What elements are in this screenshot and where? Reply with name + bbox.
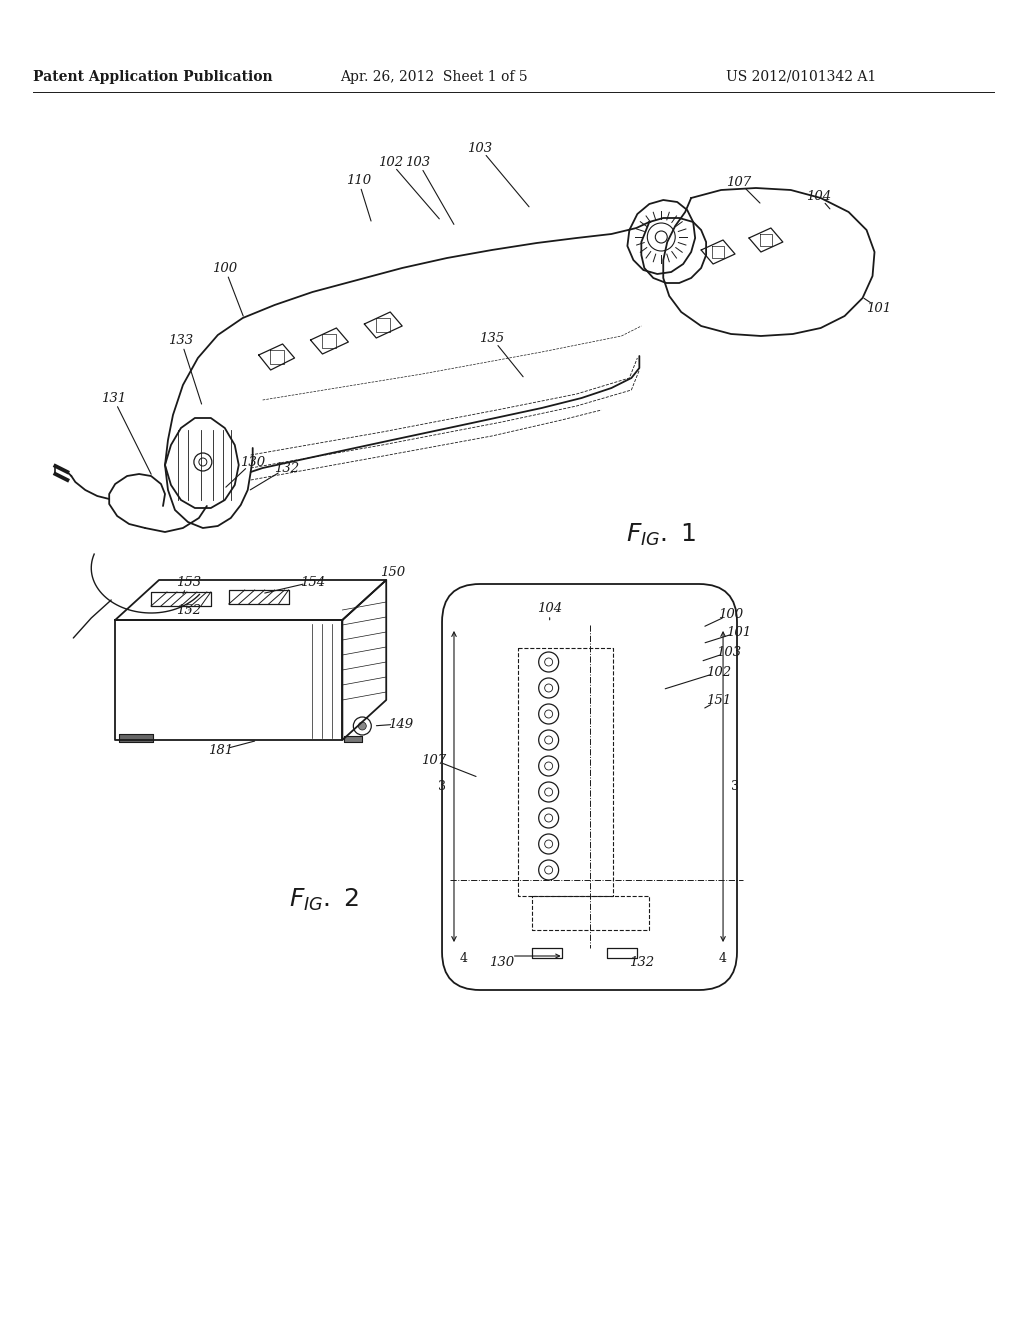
Text: 150: 150 (380, 565, 404, 578)
Text: US 2012/0101342 A1: US 2012/0101342 A1 (726, 70, 876, 84)
Text: 151: 151 (707, 693, 731, 706)
Text: 103: 103 (467, 141, 493, 154)
Text: Apr. 26, 2012  Sheet 1 of 5: Apr. 26, 2012 Sheet 1 of 5 (340, 70, 528, 84)
Text: 103: 103 (717, 645, 741, 659)
Text: 4: 4 (719, 952, 727, 965)
Text: 107: 107 (422, 754, 446, 767)
Text: 101: 101 (726, 626, 752, 639)
Polygon shape (119, 734, 153, 742)
Text: Patent Application Publication: Patent Application Publication (33, 70, 272, 84)
Text: 181: 181 (208, 743, 233, 756)
Text: 130: 130 (241, 455, 265, 469)
Text: 132: 132 (629, 956, 654, 969)
Text: 4: 4 (460, 952, 468, 965)
Text: 152: 152 (176, 603, 202, 616)
Text: 149: 149 (388, 718, 413, 730)
Text: 101: 101 (866, 301, 891, 314)
Text: 130: 130 (489, 956, 514, 969)
Polygon shape (344, 737, 362, 742)
Text: 104: 104 (538, 602, 562, 615)
Text: 107: 107 (726, 176, 752, 189)
Text: 104: 104 (806, 190, 831, 202)
Text: $\mathit{F_{IG}.\ 1}$: $\mathit{F_{IG}.\ 1}$ (626, 521, 696, 548)
Text: 102: 102 (707, 665, 731, 678)
Text: 103: 103 (406, 156, 431, 169)
Text: $\mathit{F_{IG}.\ 2}$: $\mathit{F_{IG}.\ 2}$ (290, 887, 359, 913)
Text: 3: 3 (438, 780, 446, 792)
Text: 132: 132 (274, 462, 299, 474)
Circle shape (358, 722, 367, 730)
Text: 135: 135 (479, 331, 505, 345)
Text: 153: 153 (176, 576, 202, 589)
Text: 100: 100 (719, 607, 743, 620)
Text: 110: 110 (346, 173, 371, 186)
Text: 100: 100 (212, 261, 238, 275)
Text: 102: 102 (378, 156, 402, 169)
FancyBboxPatch shape (442, 583, 737, 990)
Text: 3: 3 (731, 780, 739, 792)
Text: 131: 131 (100, 392, 126, 404)
Text: 154: 154 (300, 576, 325, 589)
Text: 133: 133 (168, 334, 194, 346)
